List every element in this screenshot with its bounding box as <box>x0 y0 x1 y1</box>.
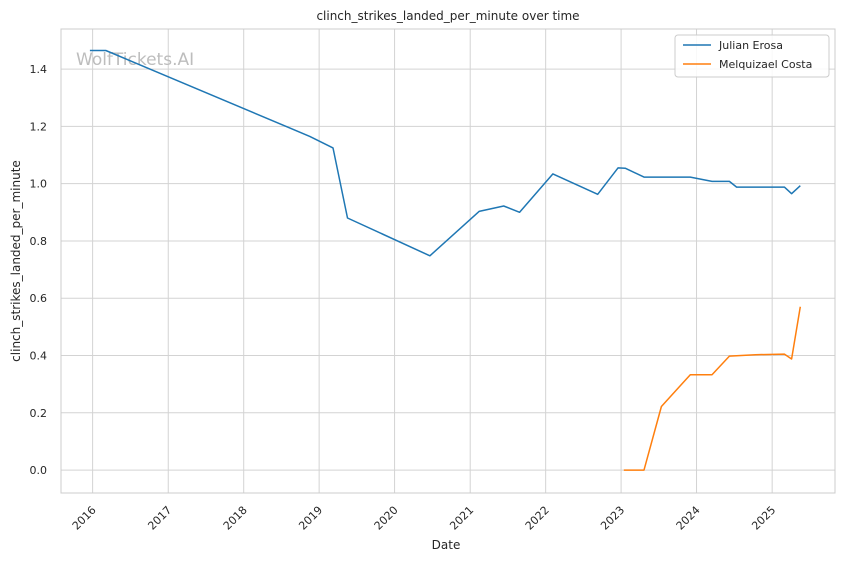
data-point-melquizael-costa <box>690 374 692 376</box>
data-point-julian-erosa <box>552 173 554 175</box>
data-point-julian-erosa <box>478 211 480 213</box>
data-point-melquizael-costa <box>755 354 757 356</box>
data-point-julian-erosa <box>784 186 786 188</box>
data-point-julian-erosa <box>105 50 107 52</box>
data-point-melquizael-costa <box>791 358 793 360</box>
y-tick-label: 1.2 <box>30 120 48 133</box>
x-tick-label: 2019 <box>296 504 325 533</box>
grid-lines <box>61 29 835 493</box>
data-point-melquizael-costa <box>729 355 731 357</box>
x-tick-label: 2021 <box>447 504 476 533</box>
y-tick-label: 1.4 <box>30 63 48 76</box>
y-axis-ticks: 0.0 0.2 0.4 0.6 0.8 1.0 1.2 1.4 <box>30 63 48 477</box>
series-line-julian-erosa <box>89 49 801 257</box>
x-tick-label: 2022 <box>523 504 552 533</box>
x-tick-label: 2017 <box>145 504 174 533</box>
x-tick-label: 2020 <box>372 504 401 533</box>
y-tick-label: 0.8 <box>30 235 48 248</box>
plot-frame <box>60 28 836 494</box>
data-point-julian-erosa <box>643 176 645 178</box>
y-tick-label: 0.0 <box>30 464 48 477</box>
y-tick-label: 0.6 <box>30 292 48 305</box>
series-layer <box>89 49 802 471</box>
x-tick-label: 2024 <box>674 504 703 533</box>
data-point-julian-erosa <box>624 167 626 169</box>
y-tick-label: 0.4 <box>30 350 48 363</box>
x-tick-label: 2023 <box>598 504 627 533</box>
x-tick-label: 2018 <box>221 504 250 533</box>
legend-label-melquizael-costa: Melquizael Costa <box>719 58 812 71</box>
x-tick-label: 2016 <box>70 504 99 533</box>
data-point-julian-erosa <box>800 185 802 187</box>
y-tick-label: 1.0 <box>30 178 48 191</box>
data-point-julian-erosa <box>729 181 731 183</box>
data-point-julian-erosa <box>347 217 349 219</box>
watermark: WolfTickets.AI <box>76 50 194 70</box>
data-point-melquizael-costa <box>800 306 802 308</box>
legend: Julian Erosa Melquizael Costa <box>674 34 830 78</box>
data-point-julian-erosa <box>429 255 431 257</box>
x-tick-label: 2025 <box>749 504 778 533</box>
data-point-melquizael-costa <box>623 469 625 471</box>
plot-area <box>61 29 835 493</box>
data-point-julian-erosa <box>332 147 334 149</box>
data-point-melquizael-costa <box>784 353 786 355</box>
data-point-melquizael-costa <box>661 406 663 408</box>
y-tick-label: 0.2 <box>30 407 48 420</box>
data-point-julian-erosa <box>503 205 505 207</box>
x-axis-label: Date <box>432 538 461 552</box>
data-point-julian-erosa <box>597 194 599 196</box>
data-point-julian-erosa <box>519 212 521 214</box>
x-axis-ticks: 2016 2017 2018 2019 2020 2021 2022 2023 2024 2025 <box>70 504 779 533</box>
data-point-julian-erosa <box>690 176 692 178</box>
series-line-melquizael-costa <box>623 306 802 471</box>
data-point-julian-erosa <box>791 193 793 195</box>
data-point-melquizael-costa <box>643 469 645 471</box>
data-point-melquizael-costa <box>711 374 713 376</box>
data-point-julian-erosa <box>89 50 91 52</box>
chart-title: clinch_strikes_landed_per_minute over ti… <box>316 9 579 23</box>
legend-label-julian-erosa: Julian Erosa <box>718 39 783 52</box>
data-point-julian-erosa <box>711 181 713 183</box>
data-point-julian-erosa <box>309 136 311 138</box>
legend-box <box>674 34 830 78</box>
data-point-julian-erosa <box>736 186 738 188</box>
y-axis-label: clinch_strikes_landed_per_minute <box>9 160 23 362</box>
data-point-julian-erosa <box>617 167 619 169</box>
